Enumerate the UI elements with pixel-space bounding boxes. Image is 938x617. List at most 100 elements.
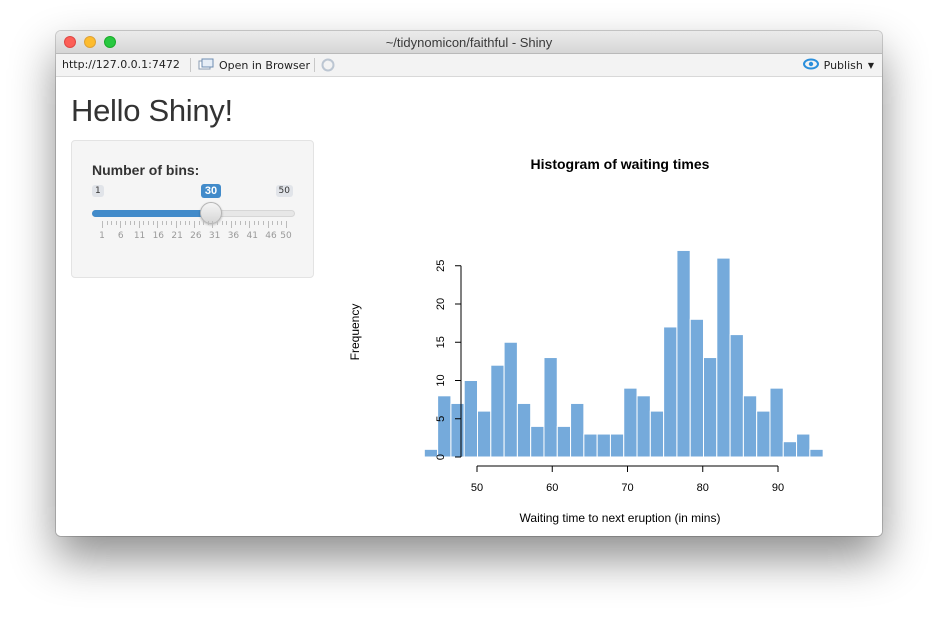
histogram-bar xyxy=(543,357,558,458)
histogram-plot: Histogram of waiting times Waiting time … xyxy=(340,154,840,536)
histogram-bar xyxy=(756,410,771,458)
histogram-bar xyxy=(782,441,798,458)
slider-grid-tick xyxy=(203,221,205,225)
slider-grid-tick xyxy=(281,221,283,225)
slider-grid-label: 6 xyxy=(117,231,124,241)
histogram-bar xyxy=(570,402,585,458)
slider-grid-tick xyxy=(258,221,260,225)
y-tick-label: 5 xyxy=(435,416,447,422)
open-in-browser-button[interactable]: Open in Browser xyxy=(198,57,310,73)
slider-label: Number of bins: xyxy=(92,162,200,178)
url-text[interactable]: http://127.0.0.1:7472 xyxy=(62,58,180,71)
histogram-bar xyxy=(742,395,758,458)
slider-grid-tick xyxy=(276,221,278,225)
slider-grid-tick xyxy=(221,221,223,225)
histogram-bar xyxy=(463,380,479,458)
histogram-bar xyxy=(437,395,452,458)
slider-grid-tick xyxy=(263,221,264,225)
histogram-bar xyxy=(689,318,705,458)
slider-grid-tick xyxy=(148,221,149,225)
slider-handle[interactable] xyxy=(199,202,222,224)
chart-title: Histogram of waiting times xyxy=(531,156,710,172)
slider-grid-label: 36 xyxy=(227,231,240,241)
window-title: ~/tidynomicon/faithful - Shiny xyxy=(385,35,553,50)
slider-grid-tick xyxy=(106,221,108,225)
x-tick-label: 80 xyxy=(697,482,709,494)
axes: 50 60 70 80 90 0 5 10 15 20 25 xyxy=(435,260,784,494)
x-tick-label: 60 xyxy=(546,482,558,494)
slider-grid-tick xyxy=(134,221,136,225)
slider-grid-tick xyxy=(207,221,209,225)
slider-grid-tick xyxy=(253,221,255,225)
histogram-bar xyxy=(490,364,505,458)
histogram-bar xyxy=(583,433,598,458)
slider-grid-tick xyxy=(166,221,168,225)
histogram-bar xyxy=(796,433,811,458)
slider-grid-tick xyxy=(244,221,246,225)
close-window-button[interactable] xyxy=(64,36,76,48)
zoom-window-button[interactable] xyxy=(104,36,116,48)
slider-grid-tick xyxy=(272,221,274,225)
histogram-bar xyxy=(769,387,784,458)
slider-min-label: 1 xyxy=(92,185,104,197)
slider-grid-tick xyxy=(161,221,163,225)
viewer-toolbar: http://127.0.0.1:7472 Open in Browser xyxy=(56,54,882,77)
slider-grid-tick xyxy=(180,221,182,225)
toolbar-divider xyxy=(190,58,191,72)
open-browser-icon xyxy=(198,58,214,73)
slider-grid-tick xyxy=(230,221,232,228)
histogram-bar xyxy=(450,402,465,458)
histogram-bar xyxy=(716,257,731,458)
refresh-icon[interactable] xyxy=(320,57,336,76)
slider-grid-label: 50 xyxy=(280,231,292,241)
slider-grid-tick xyxy=(120,221,122,228)
histogram-bar xyxy=(556,425,572,458)
slider-grid-tick xyxy=(157,221,159,228)
publish-label: Publish xyxy=(823,59,863,72)
slider-grid-tick xyxy=(138,221,140,228)
page-title: Hello Shiny! xyxy=(71,93,233,128)
slider-grid-tick xyxy=(198,221,200,225)
slider-grid-label: 41 xyxy=(246,231,258,241)
slider-grid-label: 1 xyxy=(99,231,105,241)
app-window: ~/tidynomicon/faithful - Shiny http://12… xyxy=(56,31,882,536)
histogram-bar xyxy=(609,433,625,458)
histogram-bar xyxy=(596,433,611,458)
slider-grid-label: 21 xyxy=(171,231,183,241)
slider-grid-tick xyxy=(152,221,154,225)
publish-button[interactable]: Publish ▼ xyxy=(802,57,874,74)
open-in-browser-label: Open in Browser xyxy=(219,58,310,72)
chevron-down-icon: ▼ xyxy=(867,61,874,70)
slider-fill xyxy=(92,210,211,217)
histogram-bar xyxy=(636,395,651,458)
slider-grid-tick xyxy=(129,221,131,225)
histogram-bar xyxy=(663,326,678,458)
slider-grid-tick xyxy=(226,221,228,225)
slider-grid-tick xyxy=(249,221,251,228)
slider-grid-tick xyxy=(171,221,172,225)
slider-grid-tick xyxy=(111,221,113,225)
y-axis-label: Frequency xyxy=(348,304,362,361)
sidebar-panel: Number of bins: 1 50 30 1 6 11 16 21 26 31 36 41… xyxy=(71,140,314,278)
y-tick-label: 25 xyxy=(435,260,447,272)
histogram-bar xyxy=(649,410,665,458)
slider-grid: 1 6 11 16 21 26 31 36 41 46 50 xyxy=(72,221,315,241)
y-tick-label: 20 xyxy=(435,298,447,310)
histogram-bar xyxy=(623,387,638,458)
x-tick-label: 70 xyxy=(621,482,633,494)
slider-grid-tick xyxy=(286,221,287,228)
histogram-bar xyxy=(530,425,545,458)
histogram-bar xyxy=(477,410,492,458)
minimize-window-button[interactable] xyxy=(84,36,96,48)
bar-group xyxy=(423,249,824,458)
slider-value-label: 30 xyxy=(200,184,222,198)
x-axis-label: Waiting time to next eruption (in mins) xyxy=(520,511,721,525)
slider-grid-label: 11 xyxy=(133,231,146,241)
slider-grid-label: 31 xyxy=(208,231,221,241)
title-bar: ~/tidynomicon/faithful - Shiny xyxy=(56,31,882,54)
slider-grid-tick xyxy=(267,221,269,228)
histogram-svg: Histogram of waiting times Waiting time … xyxy=(348,156,824,525)
slider-grid-tick xyxy=(194,221,195,228)
slider-grid-tick xyxy=(184,221,186,225)
slider-grid-tick xyxy=(212,221,214,228)
